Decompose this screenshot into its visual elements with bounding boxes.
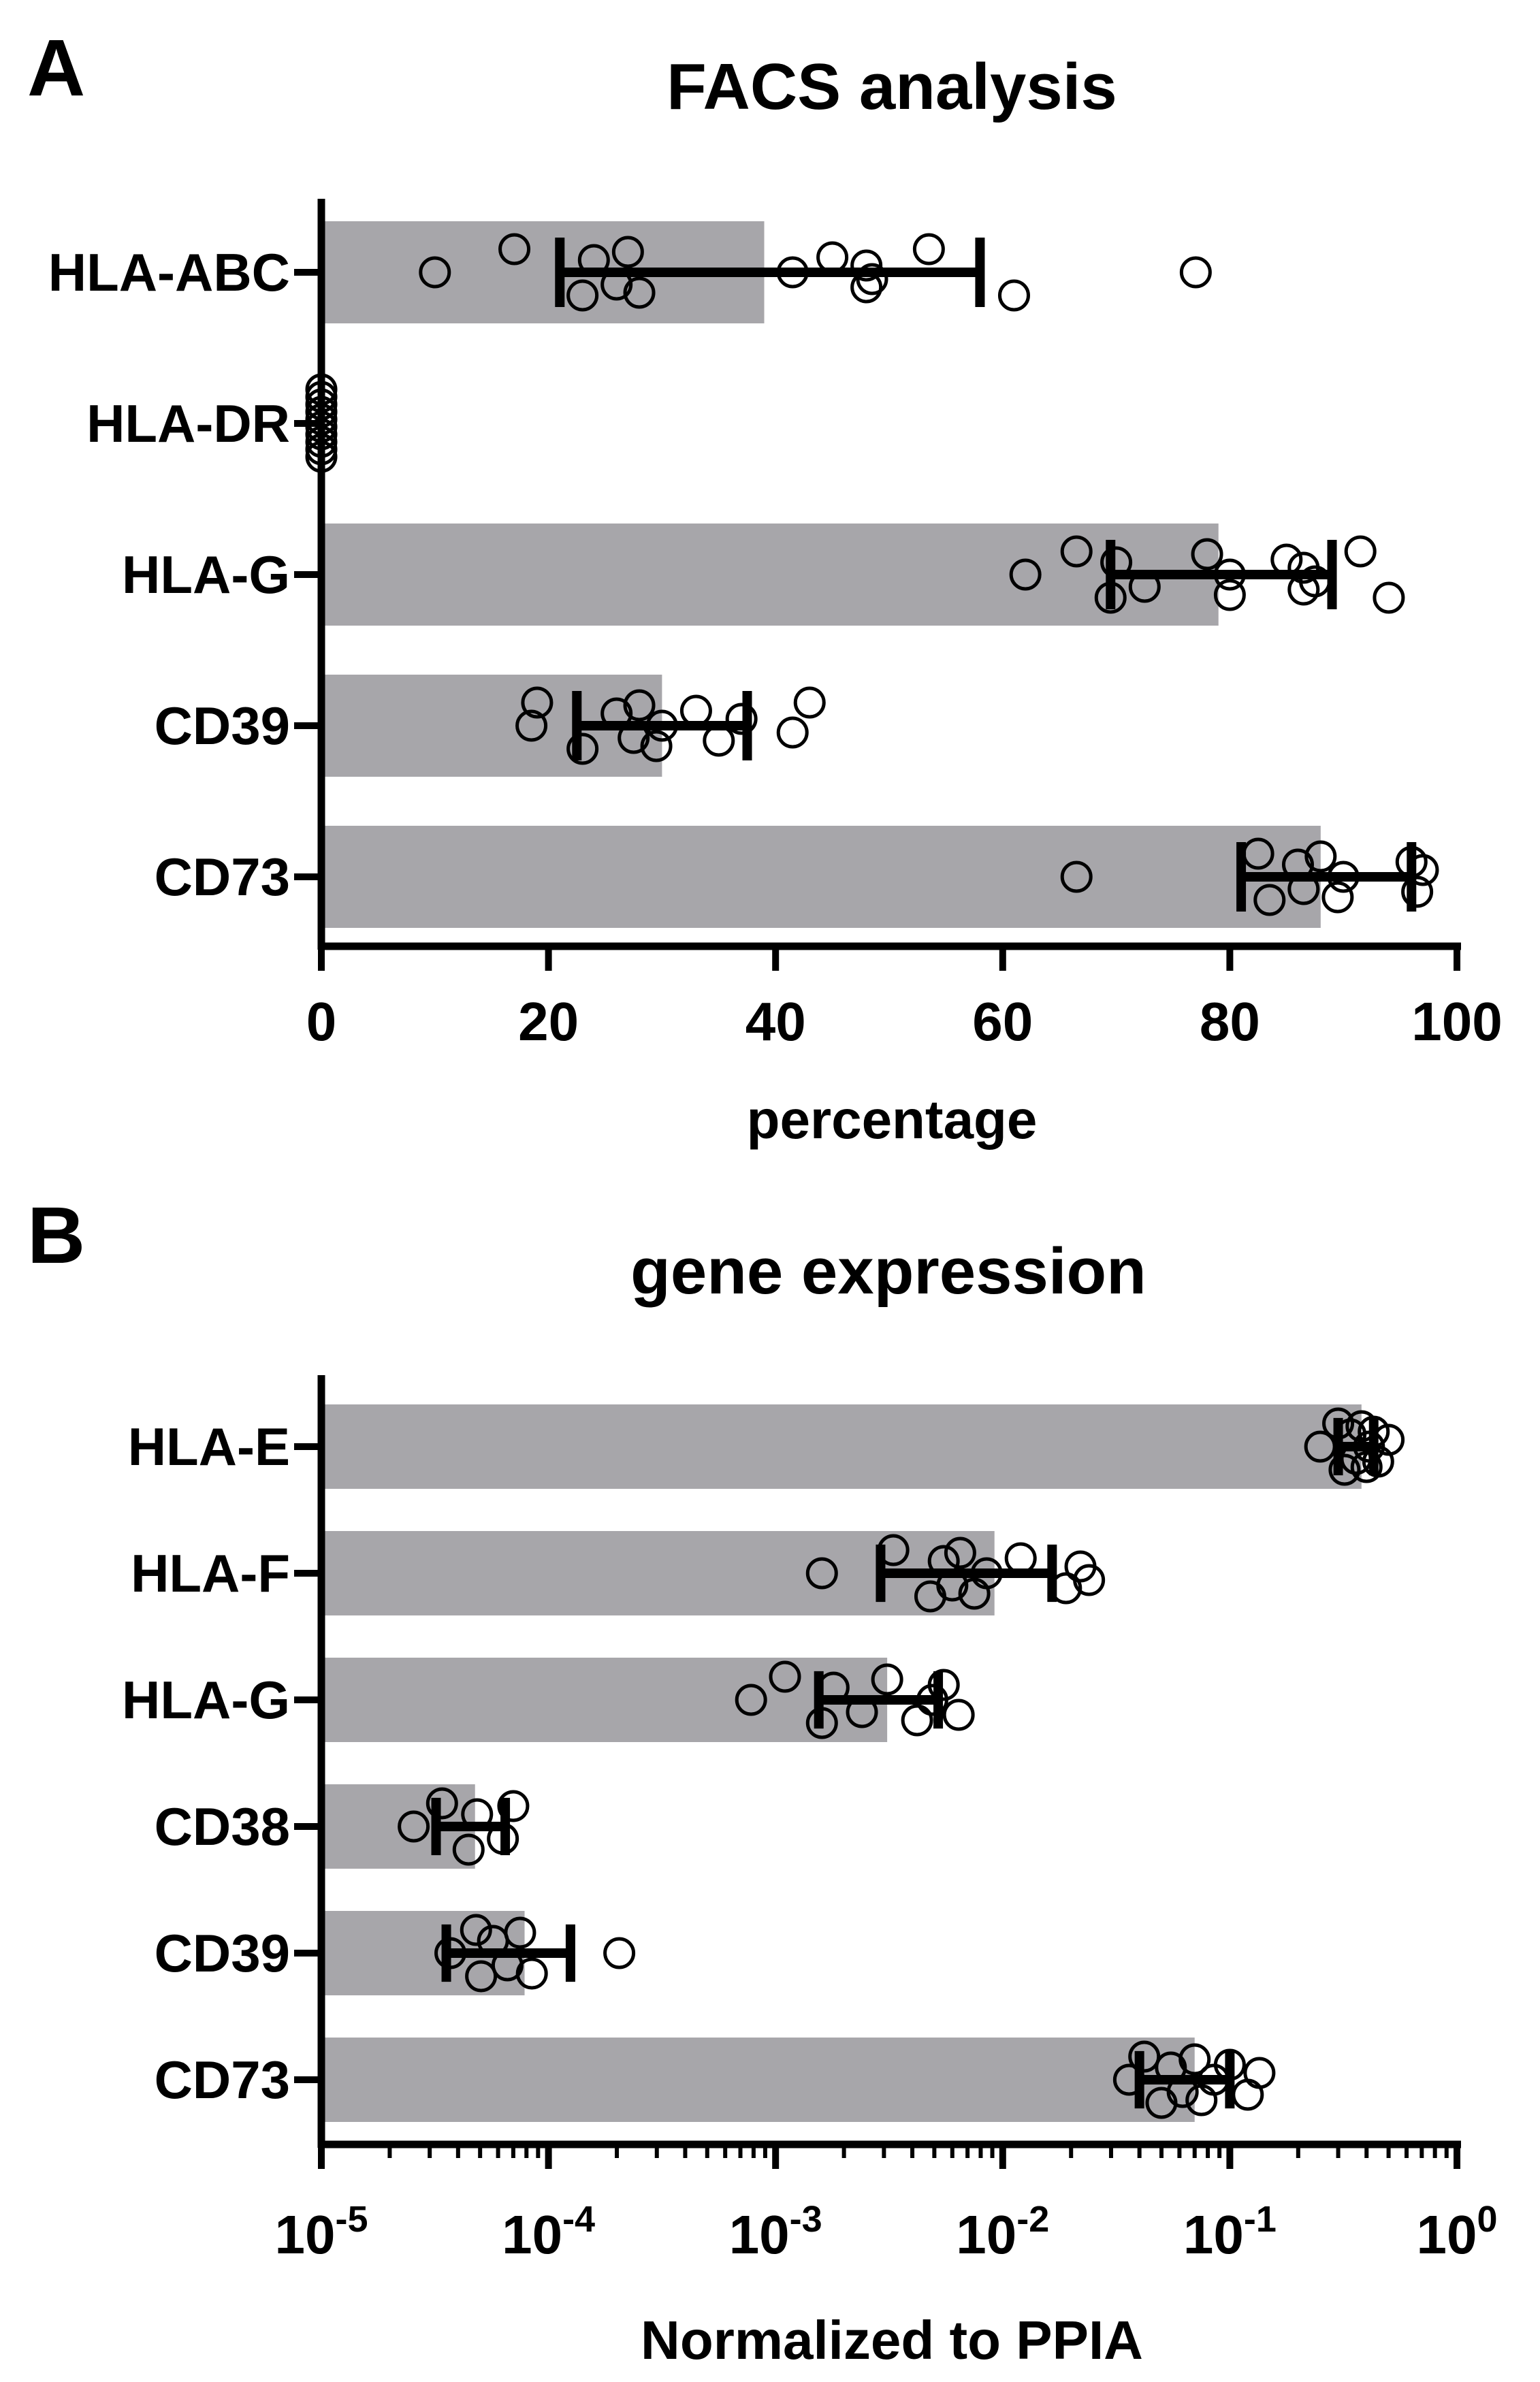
category-label-cd39: CD39 [155,696,290,756]
bar-cd73 [321,826,1321,928]
panel-a-chart: A FACS analysis HLA-ABC HLA-DR HLA-G CD39 CD… [27,23,1503,1150]
data-point-hla-dr [305,433,338,466]
data-point-hla-g [871,1663,903,1696]
data-point-hla-f [1004,1542,1037,1575]
category-label-cd73: CD73 [155,847,290,907]
x-tick-label: 10-4 [502,2199,595,2265]
data-point-cd39 [640,730,673,762]
data-point-cd73 [1401,875,1434,908]
bar-hla-g [321,1658,888,1742]
panel-b-letter: B [27,1191,85,1281]
data-point-hla-abc [566,279,599,312]
data-point-hla-g [1060,535,1093,568]
data-point-hla-f [1073,1564,1106,1596]
data-point-hla-abc [498,233,531,265]
data-point-cd39 [515,1957,548,1990]
data-point-cd73 [1243,2057,1276,2089]
data-point-cd39 [504,1916,536,1949]
data-point-hla-g [927,1669,960,1701]
panel-b-chart: B gene expression HLA-E HLA-F HLA-G CD38 CD3… [27,1191,1498,2370]
data-point-cd39 [623,689,656,722]
data-point-hla-abc [850,249,883,282]
data-point-hla-g [901,1704,933,1737]
x-tick-label: 10-1 [1183,2199,1277,2265]
data-point-hla-g [1213,579,1246,611]
x-tick-label: 80 [1200,991,1260,1052]
x-tick-label: 10-5 [275,2199,368,2265]
data-point-cd39 [793,686,826,719]
bar-cd73 [321,2038,1195,2122]
data-point-cd39 [776,716,809,749]
data-point-hla-abc [419,256,451,289]
data-point-hla-g [769,1660,801,1693]
x-tick-label: 100 [1416,2199,1497,2265]
panel-b-x-axis-title: Normalized to PPIA [641,2310,1143,2370]
panel-a-letter: A [27,23,85,113]
panel-b-title: gene expression [630,1235,1146,1308]
category-label-hla-e: HLA-E [128,1417,290,1477]
x-tick-label: 100 [1411,991,1502,1052]
data-point-cd73 [1232,2078,1264,2111]
category-label-hla-dr: HLA-DR [86,393,290,453]
data-point-cd39 [566,733,599,765]
bar-hla-e [321,1404,1362,1489]
data-point-hla-abc [611,236,644,268]
panel-a-title: FACS analysis [667,50,1117,123]
data-point-hla-dr [305,425,338,458]
data-point-hla-f [944,1536,976,1569]
panel-b-plot-area: HLA-E HLA-F HLA-G CD38 CD39 CD73 10-5 10-4 10-3 1… [122,1375,1498,2265]
data-point-cd39 [725,703,758,735]
data-point-hla-g [1373,581,1405,614]
data-point-cd39 [515,709,548,742]
data-point-hla-abc [1179,256,1212,289]
data-point-hla-g [1009,558,1042,591]
data-point-cd73 [1321,881,1354,914]
data-point-hla-g [1344,535,1377,568]
data-point-cd39 [465,1960,498,1993]
data-point-hla-f [805,1557,838,1590]
category-label-hla-g: HLA-G [122,1670,290,1730]
data-point-cd73 [1304,840,1337,873]
x-tick-label: 10-3 [729,2199,822,2265]
data-point-cd38 [398,1810,430,1843]
x-tick-label: 10-2 [956,2199,1049,2265]
data-point-cd73 [1253,884,1286,916]
data-point-hla-abc [856,263,888,295]
data-point-hla-g [735,1684,767,1716]
data-point-hla-dr [305,418,338,451]
data-point-hla-abc [816,241,849,274]
data-point-hla-abc [912,233,945,265]
data-point-hla-dr [305,440,338,473]
data-point-cd73 [1178,2043,1211,2076]
x-tick-label: 0 [306,991,337,1052]
data-point-cd39 [679,694,712,727]
data-point-hla-e [1328,1453,1361,1486]
data-point-cd38 [426,1787,458,1820]
category-label-cd39: CD39 [155,1923,290,1983]
panel-a-plot-area: HLA-ABC HLA-DR HLA-G CD39 CD73 0 20 40 60 80 100 [48,199,1503,1052]
data-point-cd73 [1128,2040,1161,2073]
category-label-cd73: CD73 [155,2050,290,2110]
category-label-hla-f: HLA-F [131,1543,290,1603]
data-point-hla-g [1270,543,1303,576]
panel-a-x-axis-title: percentage [747,1089,1038,1150]
data-point-hla-g [1191,538,1223,570]
data-point-hla-abc [623,276,656,309]
data-point-cd39 [703,724,735,757]
data-point-cd39 [460,1914,492,1946]
category-label-hla-abc: HLA-ABC [48,242,290,302]
data-point-cd39 [521,686,554,719]
category-label-hla-g: HLA-G [122,545,290,605]
data-point-cd38 [497,1790,530,1822]
x-tick-label: 20 [518,991,579,1052]
data-point-hla-g [942,1699,975,1731]
data-point-cd39 [603,1937,636,1969]
data-point-cd38 [452,1833,485,1866]
x-tick-label: 60 [972,991,1033,1052]
x-tick-label: 40 [745,991,806,1052]
data-point-cd73 [1060,860,1093,893]
category-label-cd38: CD38 [155,1797,290,1856]
data-point-hla-abc [997,279,1030,312]
